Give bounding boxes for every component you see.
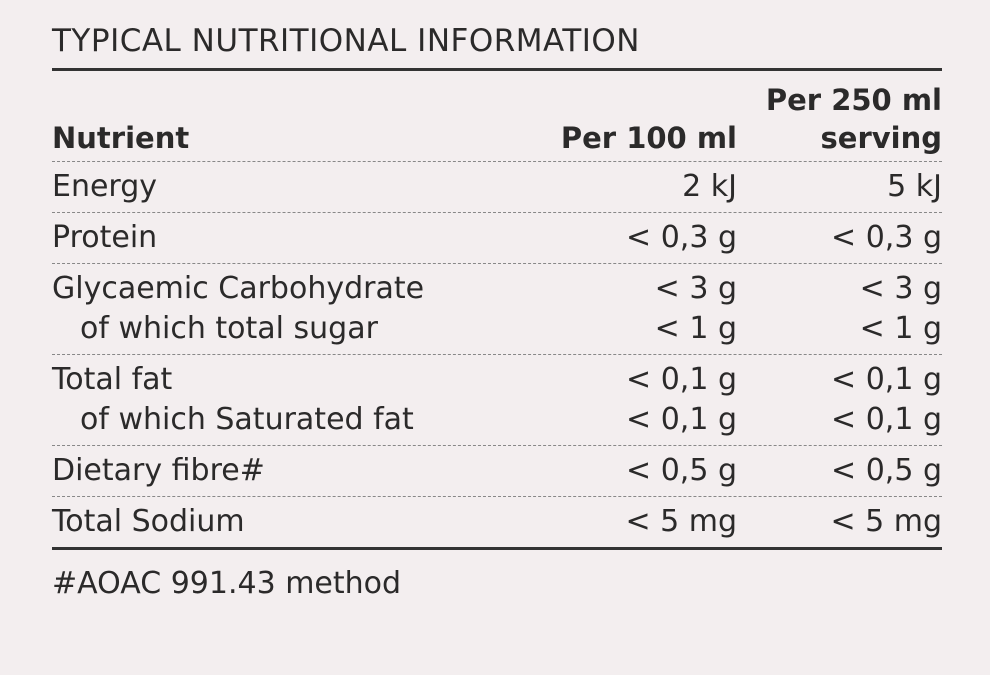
nutrition-panel: TYPICAL NUTRITIONAL INFORMATION Nutrient… [52, 18, 942, 604]
table-row: Total fat < 0,1 g < 0,1 g [52, 360, 942, 400]
column-header: Per 100 ml [497, 81, 737, 157]
title: TYPICAL NUTRITIONAL INFORMATION [52, 18, 942, 71]
nutrient-cell: Energy [52, 169, 158, 204]
header-line: Nutrient [52, 121, 190, 155]
value-cell: < 3 g [859, 271, 942, 306]
value-cell: < 0,1 g [626, 402, 737, 437]
table-row: of which Saturated fat < 0,1 g < 0,1 g [52, 400, 942, 440]
row-group: Total fat < 0,1 g < 0,1 g of which Saturate… [52, 355, 942, 446]
nutrient-cell: Glycaemic Carbohydrate [52, 271, 425, 306]
row-group: Energy 2 kJ 5 kJ [52, 162, 942, 213]
value-cell: < 0,1 g [626, 362, 737, 397]
table-row: Energy 2 kJ 5 kJ [52, 167, 942, 207]
value-cell: < 0,5 g [626, 453, 737, 488]
value-cell: < 0,3 g [626, 220, 737, 255]
row-group: Glycaemic Carbohydrate < 3 g < 3 g of which… [52, 264, 942, 355]
table-row: Protein < 0,3 g < 0,3 g [52, 218, 942, 258]
column-header: Per 250 ml serving [737, 81, 942, 157]
value-cell: < 3 g [654, 271, 737, 306]
value-cell: < 0,1 g [831, 362, 942, 397]
header-line: Per 250 ml [765, 83, 942, 117]
value-cell: < 0,1 g [831, 402, 942, 437]
value-cell: 2 kJ [682, 169, 737, 204]
table-row: Total Sodium < 5 mg < 5 mg [52, 502, 942, 542]
nutrient-cell: of which total sugar [80, 311, 378, 346]
row-group: Total Sodium < 5 mg < 5 mg [52, 497, 942, 550]
nutrient-cell: Protein [52, 220, 158, 255]
value-cell: < 5 mg [830, 504, 942, 539]
table-body: Energy 2 kJ 5 kJ Protein < 0,3 g < 0,3 g Glyca… [52, 162, 942, 550]
value-cell: < 5 mg [625, 504, 737, 539]
nutrient-cell: Total Sodium [52, 504, 245, 539]
nutrient-cell: Total fat [52, 362, 173, 397]
header-line: Per 100 ml [560, 121, 737, 155]
row-group: Dietary fibre# < 0,5 g < 0,5 g [52, 446, 942, 497]
row-group: Protein < 0,3 g < 0,3 g [52, 213, 942, 264]
footnote: #AOAC 991.43 method [52, 566, 402, 601]
value-cell: 5 kJ [887, 169, 942, 204]
nutrient-cell: Dietary fibre# [52, 453, 265, 488]
value-cell: < 1 g [859, 311, 942, 346]
nutrient-cell: of which Saturated fat [80, 402, 414, 437]
table-row: Dietary fibre# < 0,5 g < 0,5 g [52, 451, 942, 491]
table-row: of which total sugar < 1 g < 1 g [52, 309, 942, 349]
column-header: Nutrient [52, 81, 497, 157]
value-cell: < 1 g [654, 311, 737, 346]
table-header: Nutrient Per 100 ml Per 250 ml serving [52, 81, 942, 162]
table-row: Glycaemic Carbohydrate < 3 g < 3 g [52, 269, 942, 309]
header-line: serving [820, 121, 942, 155]
value-cell: < 0,5 g [831, 453, 942, 488]
value-cell: < 0,3 g [831, 220, 942, 255]
